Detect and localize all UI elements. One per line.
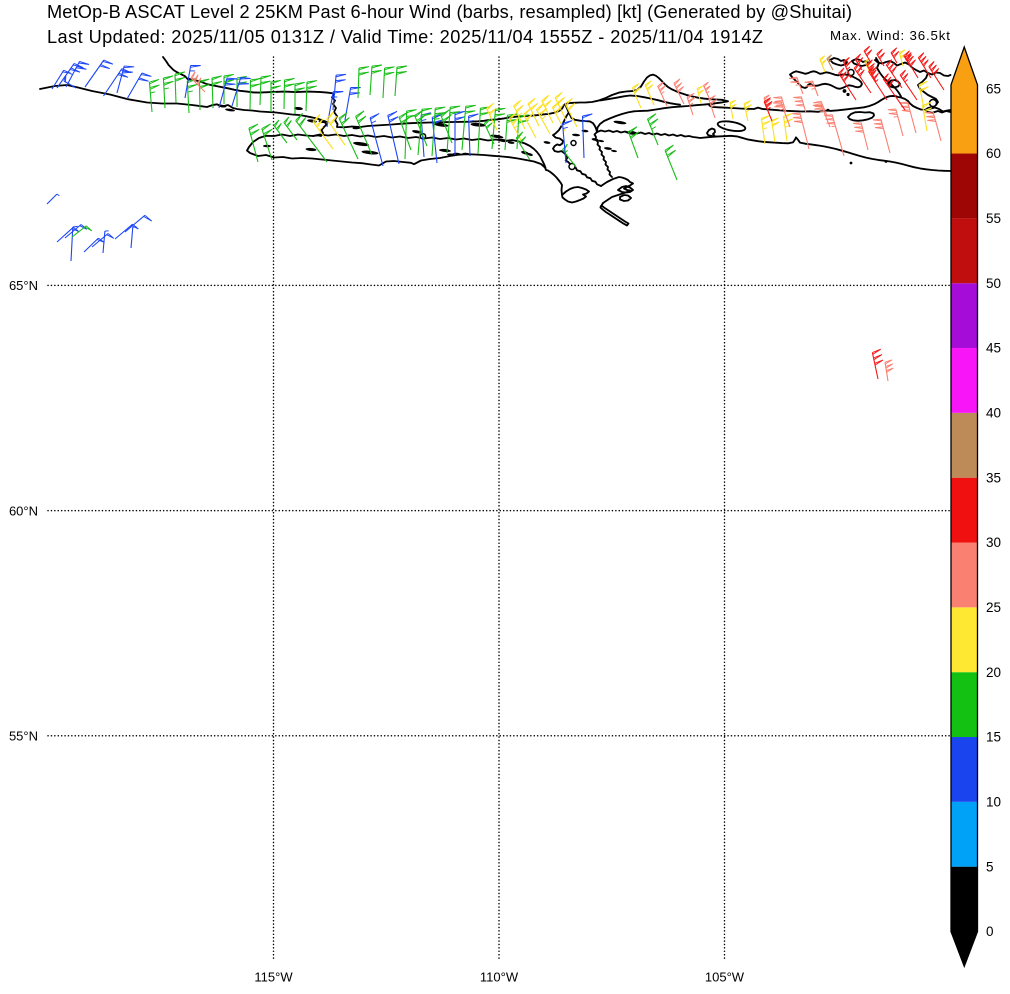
svg-text:55°N: 55°N <box>9 729 38 744</box>
svg-text:30: 30 <box>986 535 1001 550</box>
svg-text:5: 5 <box>986 859 994 874</box>
svg-text:60°N: 60°N <box>9 503 38 518</box>
svg-text:10: 10 <box>986 795 1001 810</box>
svg-text:35: 35 <box>986 470 1001 485</box>
svg-text:Last Updated: 2025/11/05 0131Z: Last Updated: 2025/11/05 0131Z / Valid T… <box>47 27 763 47</box>
svg-text:65: 65 <box>986 81 1001 96</box>
svg-text:MetOp-B ASCAT Level 2 25KM Pas: MetOp-B ASCAT Level 2 25KM Past 6-hour W… <box>47 2 852 22</box>
svg-text:115°W: 115°W <box>254 970 293 985</box>
svg-text:65°N: 65°N <box>9 278 38 293</box>
svg-text:110°W: 110°W <box>480 970 519 985</box>
svg-text:20: 20 <box>986 665 1001 680</box>
svg-text:50: 50 <box>986 276 1001 291</box>
svg-text:0: 0 <box>986 924 994 939</box>
svg-text:105°W: 105°W <box>705 970 745 985</box>
svg-text:40: 40 <box>986 406 1001 421</box>
svg-text:25: 25 <box>986 600 1001 615</box>
svg-text:15: 15 <box>986 730 1001 745</box>
svg-text:60: 60 <box>986 146 1001 161</box>
svg-text:55: 55 <box>986 211 1001 226</box>
svg-text:Max. Wind: 36.5kt: Max. Wind: 36.5kt <box>830 28 950 43</box>
svg-text:45: 45 <box>986 341 1001 356</box>
